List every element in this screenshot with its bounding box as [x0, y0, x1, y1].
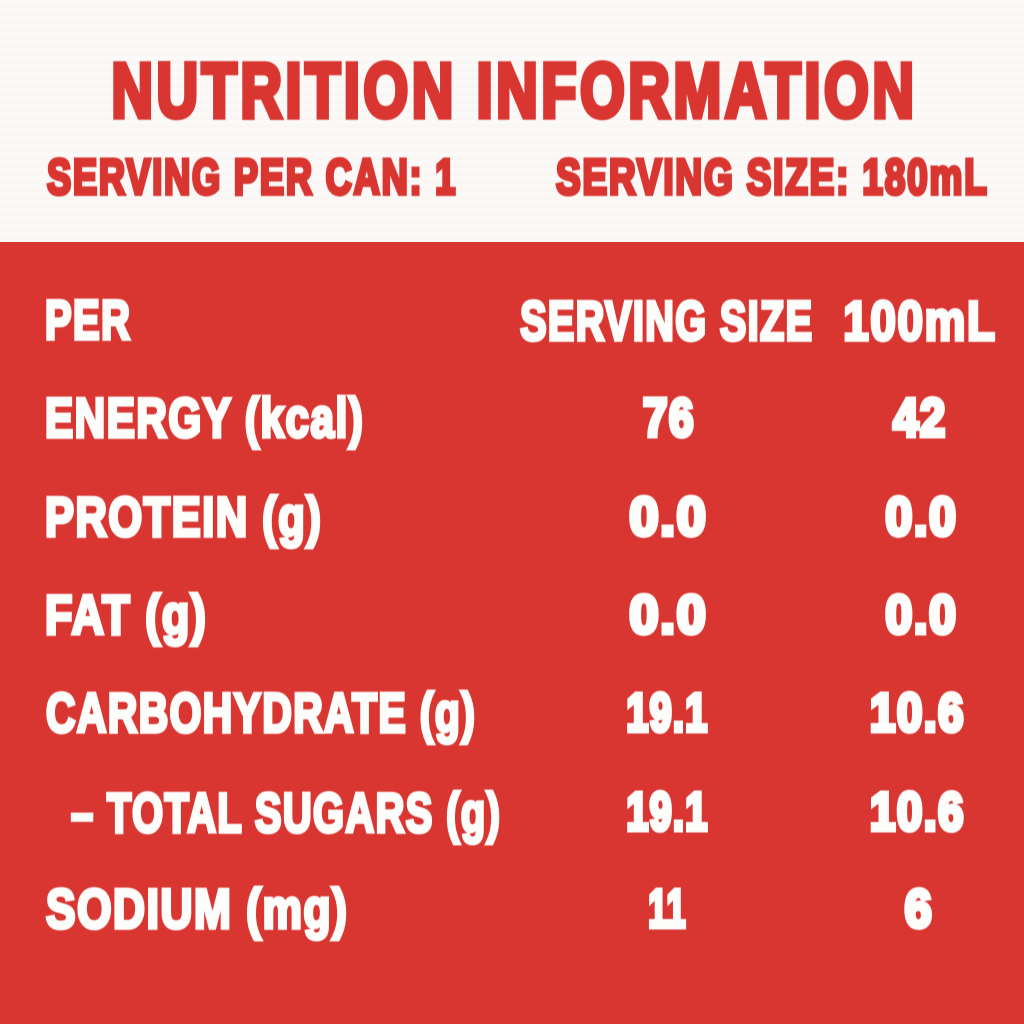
row-value-energy-serving: 76 [641, 388, 695, 449]
row-value-protein-100ml: 0.0 [884, 486, 959, 547]
col-header-100ml: 100mL [841, 290, 997, 353]
page-title: NUTRITION INFORMATION [110, 48, 919, 135]
row-label-energy: ENERGY (kcal) [44, 386, 365, 449]
label-top-band [0, 0, 1024, 242]
row-value-protein-serving: 0.0 [628, 486, 709, 547]
label-red-panel [0, 242, 1024, 1024]
row-value-total-sugars-serving: 19.1 [625, 782, 709, 843]
row-value-carbohydrate-serving: 19.1 [625, 682, 709, 743]
serving-per-can-text: SERVING PER CAN: 1 [45, 147, 457, 205]
row-value-energy-100ml: 42 [891, 388, 947, 449]
row-label-total-sugars: – TOTAL SUGARS (g) [70, 781, 502, 844]
row-value-fat-100ml: 0.0 [884, 584, 959, 645]
row-label-protein: PROTEIN (g) [44, 486, 323, 549]
row-value-sodium-serving: 11 [647, 879, 687, 940]
col-header-serving-size: SERVING SIZE [518, 290, 814, 353]
serving-size-text: SERVING SIZE: 180mL [555, 147, 990, 205]
row-label-carbohydrate: CARBOHYDRATE (g) [45, 682, 477, 745]
row-value-fat-serving: 0.0 [628, 584, 709, 645]
row-value-sodium-100ml: 6 [903, 879, 934, 940]
row-label-sodium: SODIUM (mg) [45, 877, 349, 940]
row-value-total-sugars-100ml: 10.6 [868, 782, 966, 843]
col-header-per: PER [44, 289, 132, 352]
row-label-fat: FAT (g) [44, 584, 208, 647]
row-value-carbohydrate-100ml: 10.6 [868, 682, 966, 743]
